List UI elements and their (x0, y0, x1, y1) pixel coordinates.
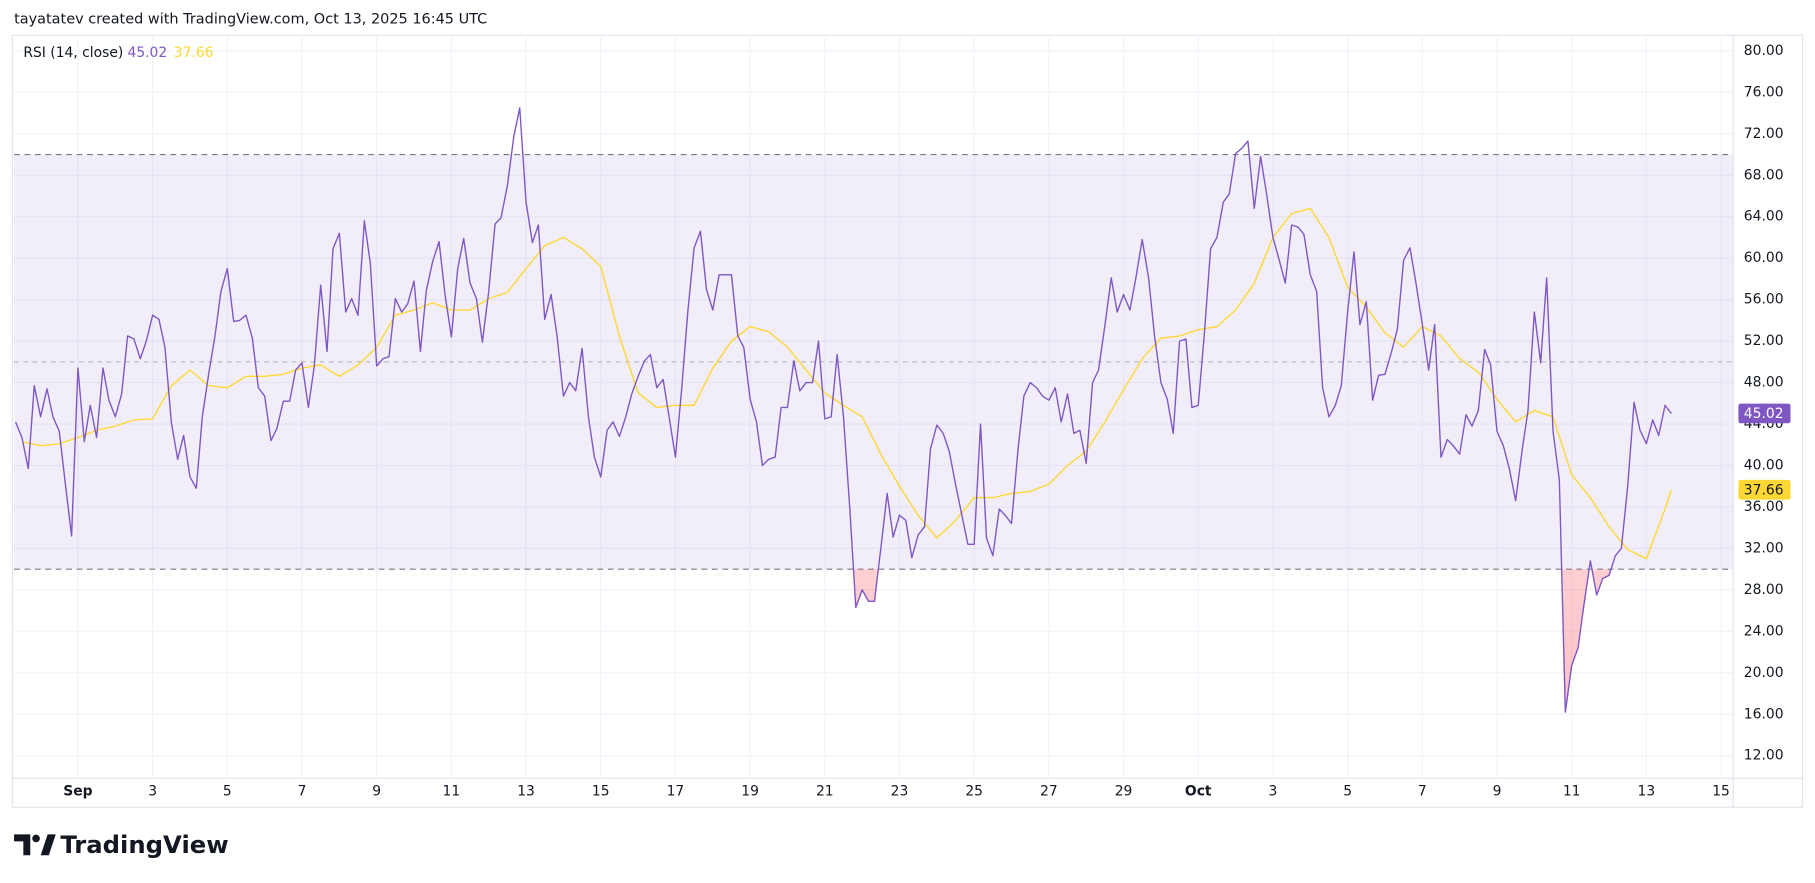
x-tick-label: 29 (1115, 784, 1133, 800)
x-tick-label: 15 (1712, 784, 1730, 800)
x-tick-label: 7 (298, 784, 307, 800)
x-tick-label: 15 (592, 784, 610, 800)
axes: 12.00 16.00 20.00 24.00 28.00 32.00 36.00 40.00… (63, 43, 1791, 800)
y-tick-label: 52.00 (1744, 333, 1784, 349)
header: tayatatev created with TradingView.com, … (14, 12, 487, 28)
x-tick-label: 27 (1040, 784, 1058, 800)
x-tick-label: 23 (891, 784, 909, 800)
rsi-bands (14, 153, 1733, 570)
x-tick-label: Oct (1185, 784, 1212, 800)
x-tick-label: 17 (667, 784, 685, 800)
brand-logo (14, 834, 56, 856)
x-tick-label: 3 (1269, 784, 1278, 800)
x-tick-label: 5 (223, 784, 232, 800)
legend-value: 45.02 (127, 45, 167, 61)
y-tick-label: 16.00 (1744, 706, 1784, 722)
last-value-badge (1738, 403, 1791, 424)
y-tick-label: 24.00 (1744, 623, 1784, 639)
x-tick-label: 13 (1638, 784, 1656, 800)
x-tick-label: 7 (1418, 784, 1427, 800)
y-tick-label: 36.00 (1744, 499, 1784, 515)
band-fill (14, 154, 1733, 570)
grid (14, 34, 1733, 778)
x-tick-label: 9 (372, 784, 381, 800)
x-tick-label: 21 (816, 784, 834, 800)
y-tick-label: 32.00 (1744, 540, 1784, 556)
x-tick-label: 13 (517, 784, 535, 800)
x-tick-label: 11 (443, 784, 461, 800)
x-tick-label: 19 (741, 784, 759, 800)
y-tick-label: 28.00 (1744, 582, 1784, 598)
legend-name: RSI (14, close) (23, 45, 123, 61)
chart-frame (11, 34, 1804, 808)
last-value-label: 45.02 (1744, 406, 1784, 422)
plot (14, 107, 1673, 713)
y-tick-label: 20.00 (1744, 665, 1784, 681)
y-tick-label: 68.00 (1744, 167, 1784, 183)
y-tick-label: 40.00 (1744, 457, 1784, 473)
y-tick-label: 76.00 (1744, 84, 1784, 100)
y-tick-label: 64.00 (1744, 209, 1784, 225)
legend-value: 37.66 (174, 45, 214, 61)
brand-name: TradingView (60, 830, 228, 859)
y-tick-label: 72.00 (1744, 126, 1784, 142)
x-tick-label: Sep (63, 784, 92, 800)
y-tick-label: 48.00 (1744, 375, 1784, 391)
x-tick-label: 25 (965, 784, 983, 800)
y-tick-label: 56.00 (1744, 292, 1784, 308)
rsi-ma-line (21, 207, 1673, 560)
x-tick-label: 5 (1343, 784, 1352, 800)
last-value-badge (1738, 479, 1791, 500)
y-tick-label: 80.00 (1744, 43, 1784, 59)
rsi-line (14, 107, 1672, 713)
y-tick-label: 12.00 (1744, 748, 1784, 764)
x-tick-label: 9 (1493, 784, 1502, 800)
y-tick-label: 60.00 (1744, 250, 1784, 266)
last-value-label: 37.66 (1744, 482, 1784, 498)
x-tick-label: 3 (148, 784, 157, 800)
x-tick-label: 11 (1563, 784, 1581, 800)
